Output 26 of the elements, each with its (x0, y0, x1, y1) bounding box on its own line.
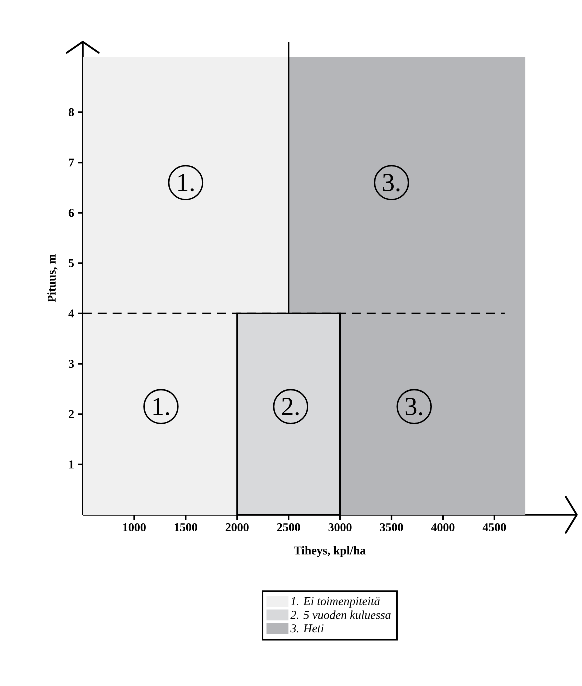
y-tick-label: 4 (68, 310, 74, 318)
x-tick-label: 1500 (174, 524, 198, 532)
x-tick-label: 2000 (226, 524, 249, 532)
y-axis-title: Pituus, m (48, 254, 58, 303)
legend-label: 3. Heti (290, 624, 324, 633)
x-tick-label: 1000 (123, 524, 146, 532)
y-tick-label: 5 (69, 259, 74, 268)
annotation: 3. (383, 174, 400, 192)
x-tick-label: 3000 (328, 524, 352, 532)
x-tick-label: 2500 (277, 524, 300, 532)
y-tick-label: 1 (69, 460, 74, 469)
y-tick-label: 3 (68, 360, 74, 368)
y-tick-label: 6 (68, 209, 74, 218)
x-tick-label: 3500 (380, 524, 404, 532)
y-tick-label: 2 (69, 410, 74, 418)
y-tick-label: 8 (68, 108, 74, 116)
x-tick-label: 4000 (431, 524, 455, 532)
legend-label: 1. Ei toimenpiteitä (291, 597, 380, 608)
x-tick-label: 4500 (482, 524, 506, 532)
x-axis-title: Tiheys, kpl/ha (294, 546, 366, 558)
y-tick-label: 7 (69, 158, 74, 167)
annotation: 2. (282, 398, 299, 416)
annotation: 1. (154, 398, 170, 416)
annotation: 3. (406, 398, 422, 416)
annotation: 1. (178, 174, 194, 192)
legend-label: 2. 5 vuoden kuluessa (290, 610, 391, 620)
